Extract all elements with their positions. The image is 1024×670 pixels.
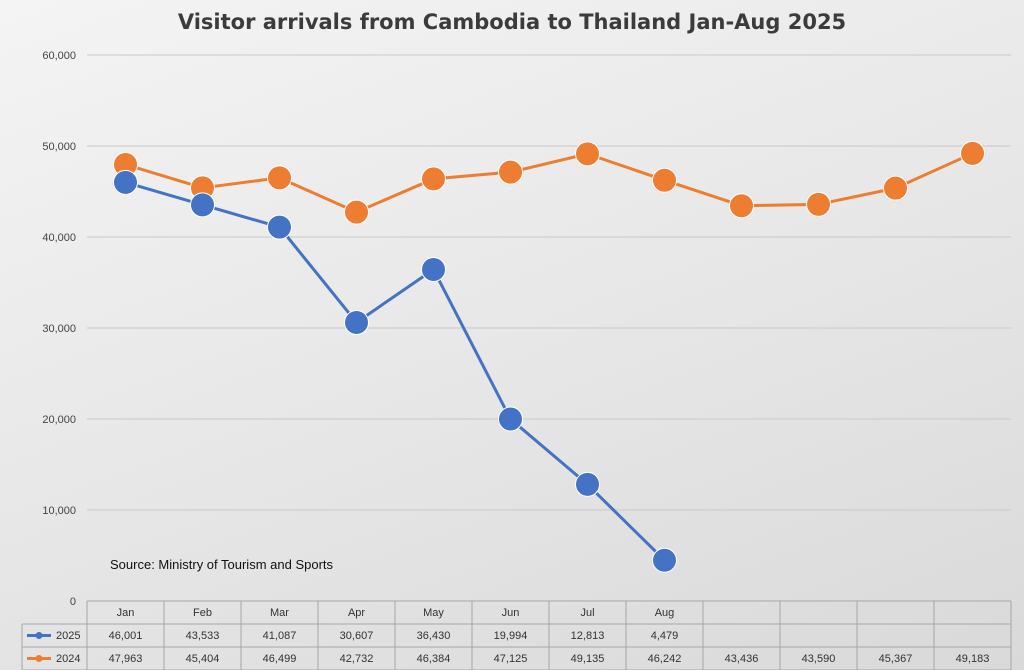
- x-tick-label: Jun: [502, 607, 520, 619]
- data-label: 46,384: [417, 653, 451, 665]
- data-label: 41,087: [263, 630, 297, 642]
- x-tick-label: Aug: [655, 607, 675, 619]
- data-point: [498, 159, 523, 185]
- data-label: 47,963: [109, 653, 143, 665]
- series-lines: [113, 140, 985, 573]
- x-tick-label: May: [423, 607, 444, 619]
- y-tick-label: 40,000: [42, 232, 76, 244]
- data-label: 36,430: [417, 630, 451, 642]
- data-point: [267, 214, 292, 240]
- data-point: [652, 167, 677, 193]
- data-table: Jan Feb Mar Apr May Jun Jul Aug 2025 46,001 43,533…: [21, 600, 1012, 670]
- data-point: [421, 166, 446, 192]
- x-tick-label: Jan: [117, 607, 135, 619]
- data-label: 19,994: [494, 630, 528, 642]
- x-tick-label: Apr: [348, 607, 365, 619]
- y-tick-label: 50,000: [42, 141, 76, 153]
- y-tick-label: 10,000: [42, 505, 76, 517]
- data-label: 30,607: [340, 630, 374, 642]
- source-note: Source: Ministry of Tourism and Sports: [110, 557, 334, 572]
- data-point: [190, 192, 215, 218]
- data-label: 46,242: [648, 653, 682, 665]
- y-tick-label: 30,000: [42, 323, 76, 335]
- data-label: 46,001: [109, 630, 143, 642]
- data-point: [575, 141, 600, 167]
- data-label: 42,732: [340, 653, 374, 665]
- chart-title: Visitor arrivals from Cambodia to Thaila…: [177, 10, 847, 34]
- data-point: [498, 406, 523, 432]
- data-point: [652, 547, 677, 573]
- y-tick-label: 60,000: [42, 50, 76, 62]
- data-label: 43,590: [802, 653, 836, 665]
- data-label: 12,813: [571, 630, 605, 642]
- data-label: 45,367: [879, 653, 913, 665]
- data-point: [421, 256, 446, 282]
- y-tick-label: 0: [70, 596, 76, 608]
- x-tick-label: Jul: [580, 607, 594, 619]
- series-line: [125, 152, 974, 214]
- data-label: 43,533: [186, 630, 220, 642]
- legend-label: 2024: [56, 653, 80, 665]
- legend-key-marker: [35, 655, 43, 662]
- data-point: [806, 191, 831, 217]
- y-axis: 0 10,000 20,000 30,000 40,000 50,000 60,000: [42, 50, 76, 608]
- data-point: [575, 471, 600, 497]
- data-point: [960, 140, 985, 166]
- data-point: [113, 169, 138, 195]
- x-tick-label: Feb: [193, 607, 212, 619]
- data-point: [729, 193, 754, 219]
- data-label: 46,499: [263, 653, 297, 665]
- data-label: 43,436: [725, 653, 759, 665]
- data-point: [344, 309, 369, 335]
- data-point: [883, 175, 908, 201]
- series-line: [125, 180, 666, 562]
- gridlines: [87, 54, 1011, 511]
- annotation: Source: Ministry of Tourism and Sports: [110, 557, 334, 572]
- y-tick-label: 20,000: [42, 414, 76, 426]
- data-point: [344, 199, 369, 225]
- data-label: 4,479: [651, 630, 679, 642]
- data-label: 49,183: [956, 653, 990, 665]
- data-label: 47,125: [494, 653, 528, 665]
- legend-key-marker: [35, 632, 43, 639]
- x-tick-label: Mar: [270, 607, 289, 619]
- legend-label: 2025: [56, 630, 80, 642]
- data-label: 45,404: [186, 653, 220, 665]
- data-point: [267, 165, 292, 191]
- data-label: 49,135: [571, 653, 605, 665]
